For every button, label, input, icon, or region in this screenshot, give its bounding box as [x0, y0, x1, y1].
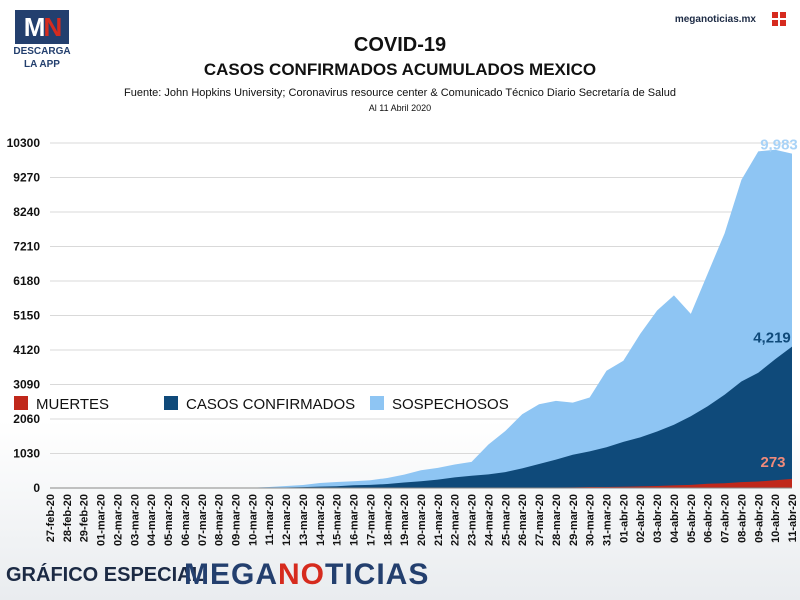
- y-tick-label: 2060: [13, 412, 40, 426]
- x-tick-label: 10-abr-20: [770, 494, 782, 543]
- footer-label: GRÁFICO ESPECIAL: [6, 564, 204, 586]
- x-tick-label: 20-mar-20: [416, 494, 428, 546]
- x-tick-label: 02-mar-20: [112, 494, 124, 546]
- x-tick-label: 27-mar-20: [534, 494, 546, 546]
- series-area-sospechosos: [50, 149, 792, 488]
- x-tick-label: 08-abr-20: [736, 494, 748, 543]
- x-tick-label: 21-mar-20: [433, 494, 445, 546]
- y-tick-label: 0: [33, 481, 40, 495]
- grid-icon[interactable]: [772, 12, 786, 26]
- x-tick-label: 04-abr-20: [669, 494, 681, 543]
- end-label-confirmados: 4,219: [753, 330, 791, 347]
- legend-swatch: [370, 396, 384, 410]
- x-tick-label: 15-mar-20: [332, 494, 344, 546]
- footer-banner: GRÁFICO ESPECIAL MEGANOTICIAS: [0, 556, 800, 600]
- end-label-sospechosos: 9,983: [760, 137, 798, 154]
- chart-source: Fuente: John Hopkins University; Coronav…: [124, 87, 676, 99]
- x-tick-label: 07-mar-20: [197, 494, 209, 546]
- x-tick-label: 23-mar-20: [467, 494, 479, 546]
- y-tick-label: 6180: [13, 274, 40, 288]
- logo-mark: MN: [15, 10, 69, 44]
- x-tick-label: 08-mar-20: [214, 494, 226, 546]
- x-tick-label: 28-feb-20: [62, 494, 74, 542]
- x-tick-label: 25-mar-20: [500, 494, 512, 546]
- x-tick-label: 10-mar-20: [247, 494, 259, 546]
- x-tick-label: 01-abr-20: [618, 494, 630, 543]
- x-tick-label: 13-mar-20: [298, 494, 310, 546]
- chart-title: COVID-19: [353, 34, 447, 56]
- x-tick-label: 11-abr-20: [787, 494, 799, 542]
- x-tick-label: 16-mar-20: [349, 494, 361, 546]
- y-tick-label: 3090: [13, 378, 40, 392]
- x-tick-label: 09-abr-20: [753, 494, 765, 543]
- x-tick-label: 28-mar-20: [551, 494, 563, 546]
- x-tick-label: 18-mar-20: [382, 494, 394, 546]
- chart-date-note: Al 11 Abril 2020: [368, 103, 432, 113]
- legend-swatch: [164, 396, 178, 410]
- x-tick-label: 03-mar-20: [129, 494, 141, 546]
- x-tick-label: 09-mar-20: [231, 494, 243, 546]
- chart-subtitle: CASOS CONFIRMADOS ACUMULADOS MEXICO: [203, 60, 597, 79]
- y-tick-label: 4120: [13, 343, 40, 357]
- legend-swatch: [14, 396, 28, 410]
- x-tick-label: 19-mar-20: [399, 494, 411, 546]
- footer-brand: MEGANOTICIAS: [184, 558, 430, 591]
- x-tick-label: 14-mar-20: [315, 494, 327, 546]
- legend-label: MUERTES: [36, 396, 109, 413]
- x-tick-label: 07-abr-20: [720, 494, 732, 543]
- x-tick-label: 27-feb-20: [45, 494, 57, 542]
- x-tick-label: 11-mar-20: [264, 494, 276, 545]
- x-tick-label: 01-mar-20: [96, 494, 108, 546]
- series-area-confirmados: [50, 346, 792, 488]
- y-tick-label: 9270: [13, 171, 40, 185]
- y-tick-label: 1030: [13, 447, 40, 461]
- x-tick-label: 05-abr-20: [686, 494, 698, 543]
- x-tick-label: 31-mar-20: [602, 494, 614, 546]
- y-tick-label: 7210: [13, 240, 40, 254]
- x-tick-label: 02-abr-20: [635, 494, 647, 543]
- logo-line2: LA APP: [24, 59, 60, 70]
- x-tick-label: 17-mar-20: [365, 494, 377, 546]
- logo-line1: DESCARGA: [13, 46, 71, 57]
- y-tick-label: 10300: [7, 136, 41, 150]
- app-logo[interactable]: MN DESCARGA LA APP: [12, 10, 72, 70]
- legend-label: SOSPECHOSOS: [392, 396, 509, 413]
- x-tick-label: 24-mar-20: [483, 494, 495, 546]
- x-tick-label: 06-mar-20: [180, 494, 192, 546]
- y-tick-label: 8240: [13, 205, 40, 219]
- x-tick-label: 30-mar-20: [585, 494, 597, 546]
- x-tick-label: 03-abr-20: [652, 494, 664, 543]
- x-tick-label: 04-mar-20: [146, 494, 158, 546]
- x-tick-label: 05-mar-20: [163, 494, 175, 546]
- y-tick-label: 5150: [13, 309, 40, 323]
- x-tick-label: 12-mar-20: [281, 494, 293, 546]
- x-tick-label: 29-mar-20: [568, 494, 580, 546]
- series-area-muertes: [50, 478, 792, 488]
- legend-label: CASOS CONFIRMADOS: [186, 396, 355, 413]
- x-tick-label: 26-mar-20: [517, 494, 529, 546]
- x-tick-label: 29-feb-20: [79, 494, 91, 542]
- x-tick-label: 22-mar-20: [450, 494, 462, 546]
- end-label-muertes: 273: [760, 454, 785, 471]
- x-tick-label: 06-abr-20: [703, 494, 715, 543]
- area-chart: 0 1030 2060 3090 4120 5150 6180 7210 8240 9270 103…: [7, 136, 799, 546]
- site-url[interactable]: meganoticias.mx: [674, 14, 756, 25]
